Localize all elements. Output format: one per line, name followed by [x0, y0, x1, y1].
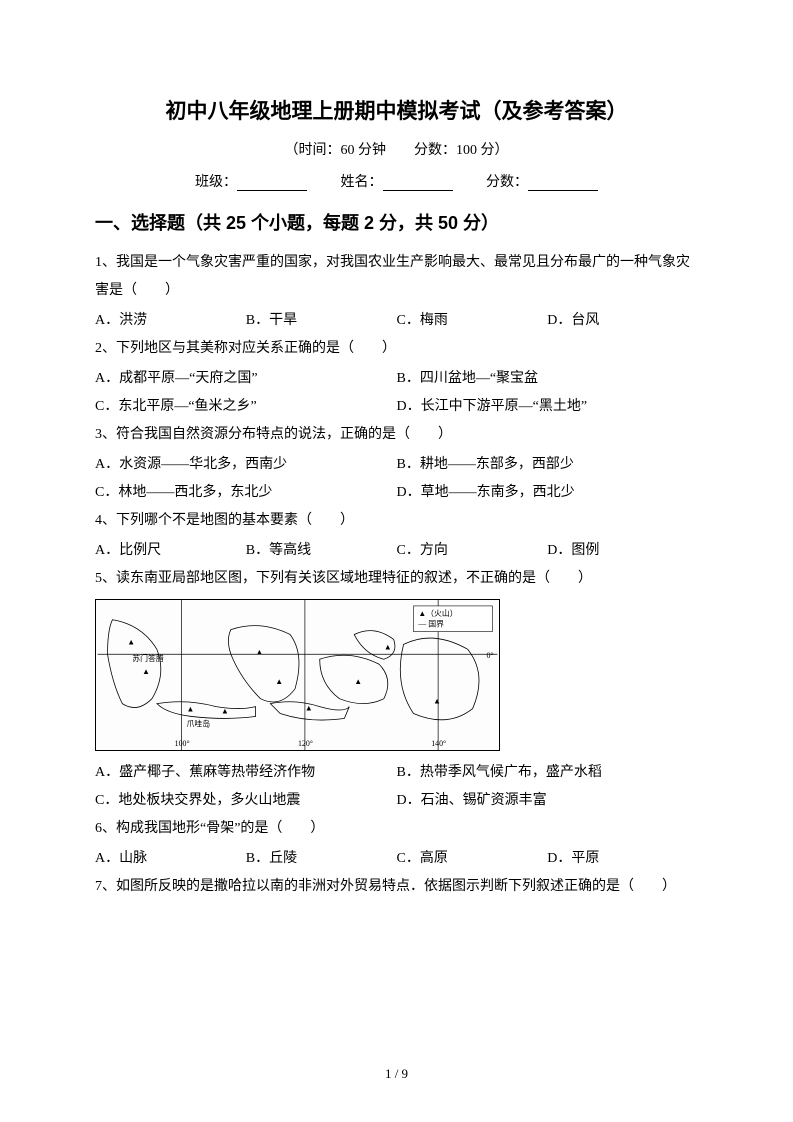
map-legend-2: — 国界: [417, 620, 444, 629]
q5-text: 5、读东南亚局部地区图，下列有关该区域地理特征的叙述，不正确的是（ ）: [95, 565, 698, 593]
q1-text: 1、我国是一个气象灾害严重的国家，对我国农业生产影响最大、最常见且分布最广的一种…: [95, 249, 698, 305]
q1-a: A．洪涝: [95, 307, 246, 335]
map-legend-1: ▲（火山）: [418, 608, 457, 618]
info-line: 班级： 姓名： 分数：: [95, 171, 698, 191]
score-label: 分数：: [486, 175, 528, 190]
svg-text:▲: ▲: [256, 647, 264, 656]
q4-text: 4、下列哪个不是地图的基本要素（ ）: [95, 507, 698, 535]
q3-options: A．水资源——华北多，西南少 B．耕地——东部多，西部少 C．林地——西北多，东…: [95, 451, 698, 507]
q2-options: A．成都平原—“天府之国” B．四川盆地—“聚宝盆 C．东北平原—“鱼米之乡” …: [95, 365, 698, 421]
svg-text:▲: ▲: [275, 677, 283, 686]
map-label-sumatra: 苏门答腊: [132, 653, 164, 663]
q1-options: A．洪涝 B．干旱 C．梅雨 D．台风: [95, 307, 698, 335]
q4-options: A．比例尺 B．等高线 C．方向 D．图例: [95, 537, 698, 565]
svg-text:▲: ▲: [186, 705, 194, 714]
svg-text:▲: ▲: [221, 706, 229, 715]
q5-a: A．盛产椰子、蕉麻等热带经济作物: [95, 759, 397, 787]
map-lon2: 120°: [298, 739, 313, 748]
q5-b: B．热带季风气候广布，盛产水稻: [397, 759, 699, 787]
q6-c: C．高原: [397, 845, 548, 873]
q2-b: B．四川盆地—“聚宝盆: [397, 365, 699, 393]
q3-c: C．林地——西北多，东北少: [95, 479, 397, 507]
map-lat: 0°: [486, 651, 493, 660]
q1-b: B．干旱: [246, 307, 397, 335]
q4-b: B．等高线: [246, 537, 397, 565]
q6-b: B．丘陵: [246, 845, 397, 873]
q3-text: 3、符合我国自然资源分布特点的说法，正确的是（ ）: [95, 421, 698, 449]
class-label: 班级：: [195, 175, 237, 190]
q2-text: 2、下列地区与其美称对应关系正确的是（ ）: [95, 335, 698, 363]
q3-a: A．水资源——华北多，西南少: [95, 451, 397, 479]
svg-text:▲: ▲: [127, 637, 135, 646]
q6-text: 6、构成我国地形“骨架”的是（ ）: [95, 815, 698, 843]
q5-c: C．地处板块交界处，多火山地震: [95, 787, 397, 815]
q3-b: B．耕地——东部多，西部少: [397, 451, 699, 479]
svg-text:▲: ▲: [354, 677, 362, 686]
class-blank[interactable]: [237, 177, 307, 191]
page-title: 初中八年级地理上册期中模拟考试（及参考答案）: [95, 95, 698, 125]
page-number: 1 / 9: [0, 1066, 793, 1082]
q6-d: D．平原: [547, 845, 698, 873]
svg-text:▲: ▲: [305, 704, 313, 713]
svg-text:▲: ▲: [142, 667, 150, 676]
svg-text:▲: ▲: [384, 642, 392, 651]
map-lon1: 100°: [175, 739, 190, 748]
q5-d: D．石油、锡矿资源丰富: [397, 787, 699, 815]
score-blank[interactable]: [528, 177, 598, 191]
q6-a: A．山脉: [95, 845, 246, 873]
q4-d: D．图例: [547, 537, 698, 565]
q1-d: D．台风: [547, 307, 698, 335]
q7-text: 7、如图所反映的是撒哈拉以南的非洲对外贸易特点．依据图示判断下列叙述正确的是（ …: [95, 873, 698, 901]
exam-subtitle: （时间：60 分钟 分数：100 分）: [95, 139, 698, 159]
q4-a: A．比例尺: [95, 537, 246, 565]
map-label-java: 爪哇岛: [186, 718, 210, 728]
name-label: 姓名：: [341, 175, 383, 190]
name-blank[interactable]: [383, 177, 453, 191]
svg-text:▲: ▲: [433, 697, 441, 706]
q2-d: D．长江中下游平原—“黑土地”: [397, 393, 699, 421]
map-lon3: 140°: [431, 739, 446, 748]
q5-options: A．盛产椰子、蕉麻等热带经济作物 B．热带季风气候广布，盛产水稻 C．地处板块交…: [95, 759, 698, 815]
map-figure: ▲▲ ▲▲ ▲▲ ▲▲ ▲▲ 苏门答腊 爪哇岛 ▲（火山） — 国界 100° …: [95, 599, 500, 751]
q1-c: C．梅雨: [397, 307, 548, 335]
q2-c: C．东北平原—“鱼米之乡”: [95, 393, 397, 421]
q4-c: C．方向: [397, 537, 548, 565]
q2-a: A．成都平原—“天府之国”: [95, 365, 397, 393]
q6-options: A．山脉 B．丘陵 C．高原 D．平原: [95, 845, 698, 873]
q3-d: D．草地——东南多，西北少: [397, 479, 699, 507]
section-header: 一、选择题（共 25 个小题，每题 2 分，共 50 分）: [95, 209, 698, 235]
